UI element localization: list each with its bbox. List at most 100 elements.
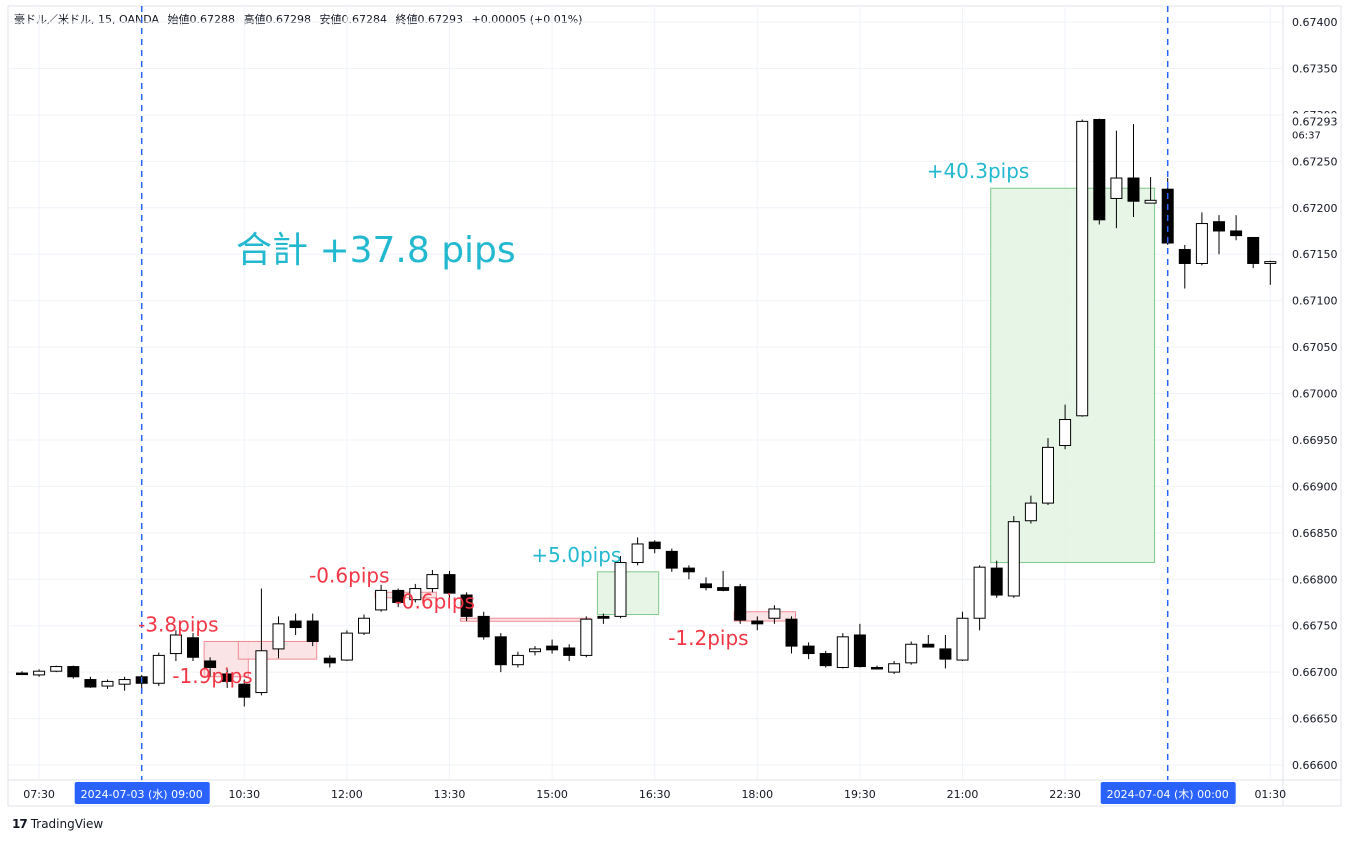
candle [631,537,644,566]
candle-body-up [33,670,46,676]
candle [409,583,422,603]
high-label: 高値 [243,13,266,26]
candle-body-up [1042,446,1054,504]
candle-body-up [1144,199,1157,204]
price-tick-label: 0.66850 [1292,527,1338,540]
candle-body-up [340,632,353,661]
candle-body-down [700,583,712,589]
candle [511,651,524,668]
candle-body-down [1093,119,1106,221]
candle [956,611,969,661]
candle [546,639,559,654]
tradingview-logo-icon: 17 [12,817,28,831]
trade-result-label: -0.6pips [395,589,475,613]
trade-result-label: +5.0pips [531,543,621,567]
candle-body-up [426,574,439,590]
candle-body-down [682,567,695,573]
candle-body-down [16,672,28,676]
candle [1178,244,1191,289]
candle-body-up [768,608,781,619]
price-tick-label: 0.67200 [1292,202,1338,215]
symbol-name[interactable]: 豪ドル／米ドル, 15, OANDA [14,13,160,26]
candle-body-up [255,650,268,694]
trade-result-label: -1.2pips [668,626,748,650]
tradingview-brand[interactable]: 17 TradingView [12,817,103,831]
session-date-label: 2024-07-04 (木) 00:00 [1107,788,1229,801]
price-axis: 0.674000.673500.673000.672500.672000.671… [1292,16,1338,772]
candle-body-down [204,660,217,668]
candle-body-down [477,615,490,638]
candle-body-down [922,643,935,648]
candle [50,665,63,673]
session-date-bg [74,782,210,804]
candle-body-up [905,643,918,664]
candle [888,660,901,674]
candle-body-down [67,666,80,678]
candle [118,676,131,691]
candle [973,565,986,631]
candle [853,623,866,668]
candle-body-down [238,683,251,698]
candle [1144,177,1157,204]
candle [1161,178,1174,245]
price-tick-label: 0.67150 [1292,248,1338,261]
candle-body-down [546,645,559,651]
candle-body-up [956,617,969,661]
candle [1042,438,1054,505]
candle [1247,236,1260,269]
candle [238,679,251,707]
candle-body-up [1059,419,1072,447]
candle [871,665,883,670]
trade-box [596,571,660,616]
low-label: 安値 [319,13,342,26]
candle [289,613,302,635]
candle-body-down [717,587,730,591]
price-tick-label: 0.66900 [1292,480,1338,493]
candle-body-down [785,618,798,647]
candle [358,614,370,635]
candle-body-up [1076,120,1089,417]
change-value: +0.00005 (+0.01%) [471,13,583,26]
candle [682,565,695,580]
candle-body-up [1110,177,1123,199]
candle-body-down [939,648,952,660]
time-tick-label: 13:30 [434,788,466,801]
candle [306,613,319,647]
trade-boxes [203,187,1156,678]
time-axis: 07:30 10:30 12:00 13:30 15:00 16:30 18:00 19:30… [23,782,1286,804]
candle [152,652,165,687]
candle [1110,130,1123,229]
price-tick-label: 0.67400 [1292,16,1338,29]
time-tick-label: 07:30 [23,788,55,801]
candle-body-down [306,620,319,642]
candle [1024,495,1037,524]
candle-body-up [118,679,131,685]
brand-text: TradingView [30,817,104,831]
candle [101,679,114,689]
candle-body-up [50,666,63,672]
trade-result-label: -3.8pips [138,612,218,636]
candle [84,676,97,688]
candle [1076,119,1089,417]
candle-body-down [494,636,507,666]
candle [563,644,576,661]
price-tick-label: 0.66650 [1292,713,1338,726]
candle [905,641,918,665]
candle-body-down [221,673,234,682]
candle-body-up [1195,223,1208,264]
candle [990,560,1003,598]
candle-body-down [1127,177,1140,202]
candle [529,646,541,656]
price-tick-label: 0.67250 [1292,155,1338,168]
price-tick-label: 0.67050 [1292,341,1338,354]
candle-body-down [665,550,678,569]
candle-body-up [888,663,901,673]
candle [734,583,747,624]
price-tick-label: 0.66700 [1292,666,1338,679]
high-value: 0.67298 [265,13,312,26]
candle-body-down [443,574,456,594]
time-tick-label: 01:30 [1254,788,1286,801]
time-tick-label: 10:30 [228,788,260,801]
candle [255,588,268,696]
